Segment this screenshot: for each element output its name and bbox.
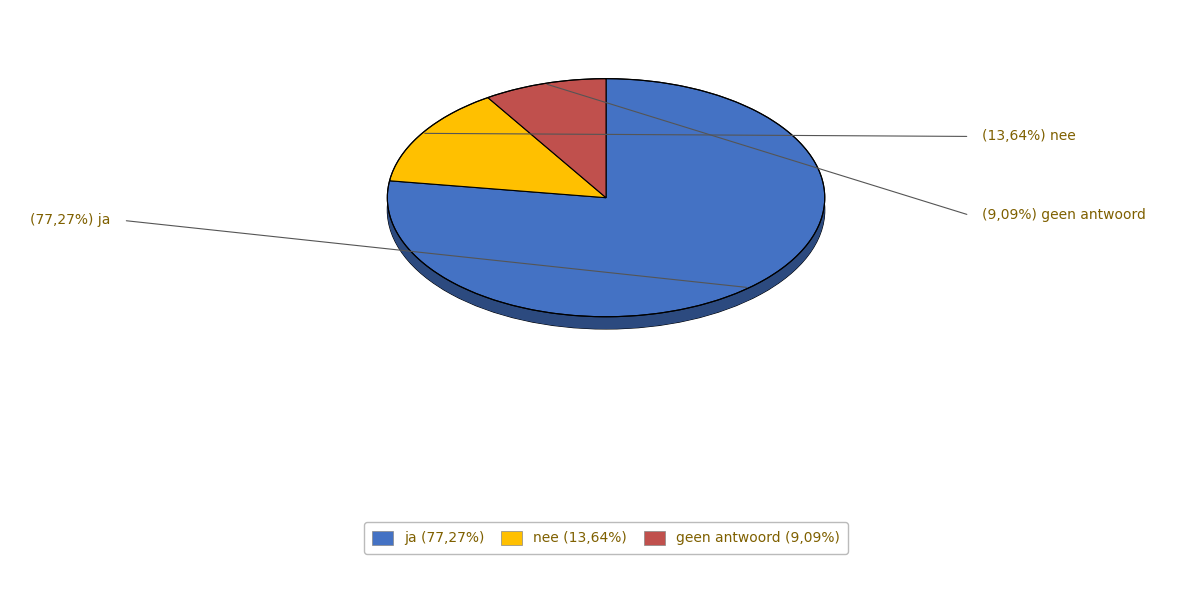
- Polygon shape: [488, 79, 606, 197]
- Polygon shape: [390, 98, 606, 197]
- Ellipse shape: [388, 91, 824, 329]
- Polygon shape: [388, 79, 824, 317]
- Text: (13,64%) nee: (13,64%) nee: [983, 130, 1076, 143]
- Text: (9,09%) geen antwoord: (9,09%) geen antwoord: [983, 208, 1146, 222]
- Legend: ja (77,27%), nee (13,64%), geen antwoord (9,09%): ja (77,27%), nee (13,64%), geen antwoord…: [364, 523, 848, 554]
- Polygon shape: [388, 198, 824, 329]
- Text: (77,27%) ja: (77,27%) ja: [30, 214, 110, 227]
